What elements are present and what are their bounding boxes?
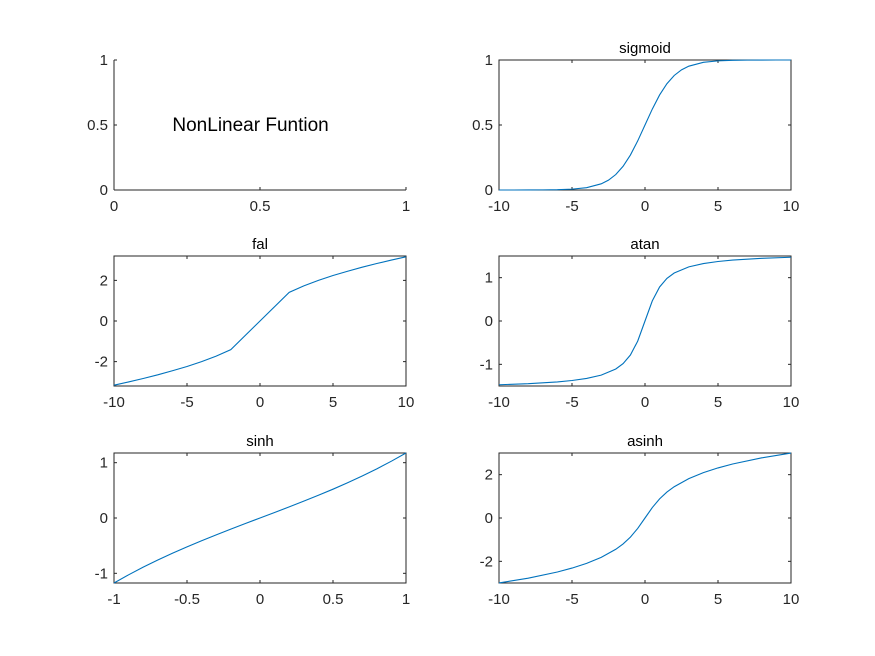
- x-tick-label: 0: [256, 591, 264, 608]
- subplot-title: fal: [252, 236, 268, 253]
- x-tick-label: 0: [110, 198, 118, 215]
- x-tick-label: -1: [107, 591, 120, 608]
- axes-top-left: 0 0.5 1 0 0.5 1 NonLinear Funtion: [87, 52, 410, 215]
- x-tick-label: 0: [641, 591, 649, 608]
- axes-bottom-right: -10 -5 0 5 10 -2 0 2 asinh: [480, 433, 800, 608]
- y-tick-label: 1: [485, 52, 493, 69]
- subplot-title: sigmoid: [619, 40, 671, 57]
- y-tick-label: 0: [485, 313, 493, 330]
- x-tick-label: 0: [641, 198, 649, 215]
- y-tick-label: 0: [485, 182, 493, 199]
- series-line-fal: [113, 256, 407, 386]
- x-tick-label: -10: [488, 394, 510, 411]
- axes-middle-left: -10 -5 0 5 10 -2 0 2 fal: [95, 236, 415, 411]
- x-tick-label: -5: [565, 198, 578, 215]
- y-tick-label: 1: [485, 270, 493, 287]
- y-tick-label: -2: [480, 553, 493, 570]
- x-tick-label: 10: [783, 394, 800, 411]
- y-tick-label: 0: [485, 510, 493, 527]
- y-tick-label: 0: [100, 182, 108, 199]
- y-tick-label: 1: [100, 455, 108, 472]
- y-tick-label: 2: [100, 272, 108, 289]
- y-tick-label: 2: [485, 467, 493, 484]
- y-tick-label: -2: [95, 354, 108, 371]
- series-line-sinh: [113, 452, 407, 584]
- x-tick-label: -0.5: [174, 591, 200, 608]
- annotation-text: NonLinear Funtion: [172, 115, 328, 136]
- x-tick-label: -10: [488, 198, 510, 215]
- x-tick-label: 10: [398, 394, 415, 411]
- x-tick-label: 10: [783, 198, 800, 215]
- x-tick-label: 10: [783, 591, 800, 608]
- series-line-asinh: [498, 452, 792, 584]
- x-tick-label: 0: [256, 394, 264, 411]
- x-tick-label: -5: [565, 394, 578, 411]
- x-tick-label: -10: [103, 394, 125, 411]
- subplot-title: atan: [630, 236, 659, 253]
- x-tick-label: 5: [714, 394, 722, 411]
- y-tick-label: 0: [100, 313, 108, 330]
- y-tick-label: -1: [480, 356, 493, 373]
- x-tick-label: 0.5: [323, 591, 344, 608]
- x-tick-label: 0: [641, 394, 649, 411]
- x-tick-label: -5: [180, 394, 193, 411]
- y-tick-label: 0.5: [472, 117, 493, 134]
- series-line-sigmoid: [498, 59, 792, 191]
- axes-top-right: -10 -5 0 5 10 0 0.5 1 sigmoid: [472, 40, 799, 215]
- axes-bottom-left: -1 -0.5 0 0.5 1 -1 0 1 sinh: [95, 433, 411, 608]
- x-tick-label: 0.5: [250, 198, 271, 215]
- y-tick-label: 0.5: [87, 117, 108, 134]
- x-tick-label: -5: [565, 591, 578, 608]
- x-tick-label: -10: [488, 591, 510, 608]
- subplot-title: asinh: [627, 433, 663, 450]
- x-tick-label: 1: [402, 198, 410, 215]
- series-line-atan: [498, 256, 792, 386]
- y-tick-label: 0: [100, 510, 108, 527]
- y-tick-label: -1: [95, 565, 108, 582]
- x-tick-label: 5: [714, 198, 722, 215]
- x-tick-label: 5: [329, 394, 337, 411]
- x-tick-label: 1: [402, 591, 410, 608]
- x-tick-label: 5: [714, 591, 722, 608]
- subplot-title: sinh: [246, 433, 274, 450]
- y-tick-label: 1: [100, 52, 108, 69]
